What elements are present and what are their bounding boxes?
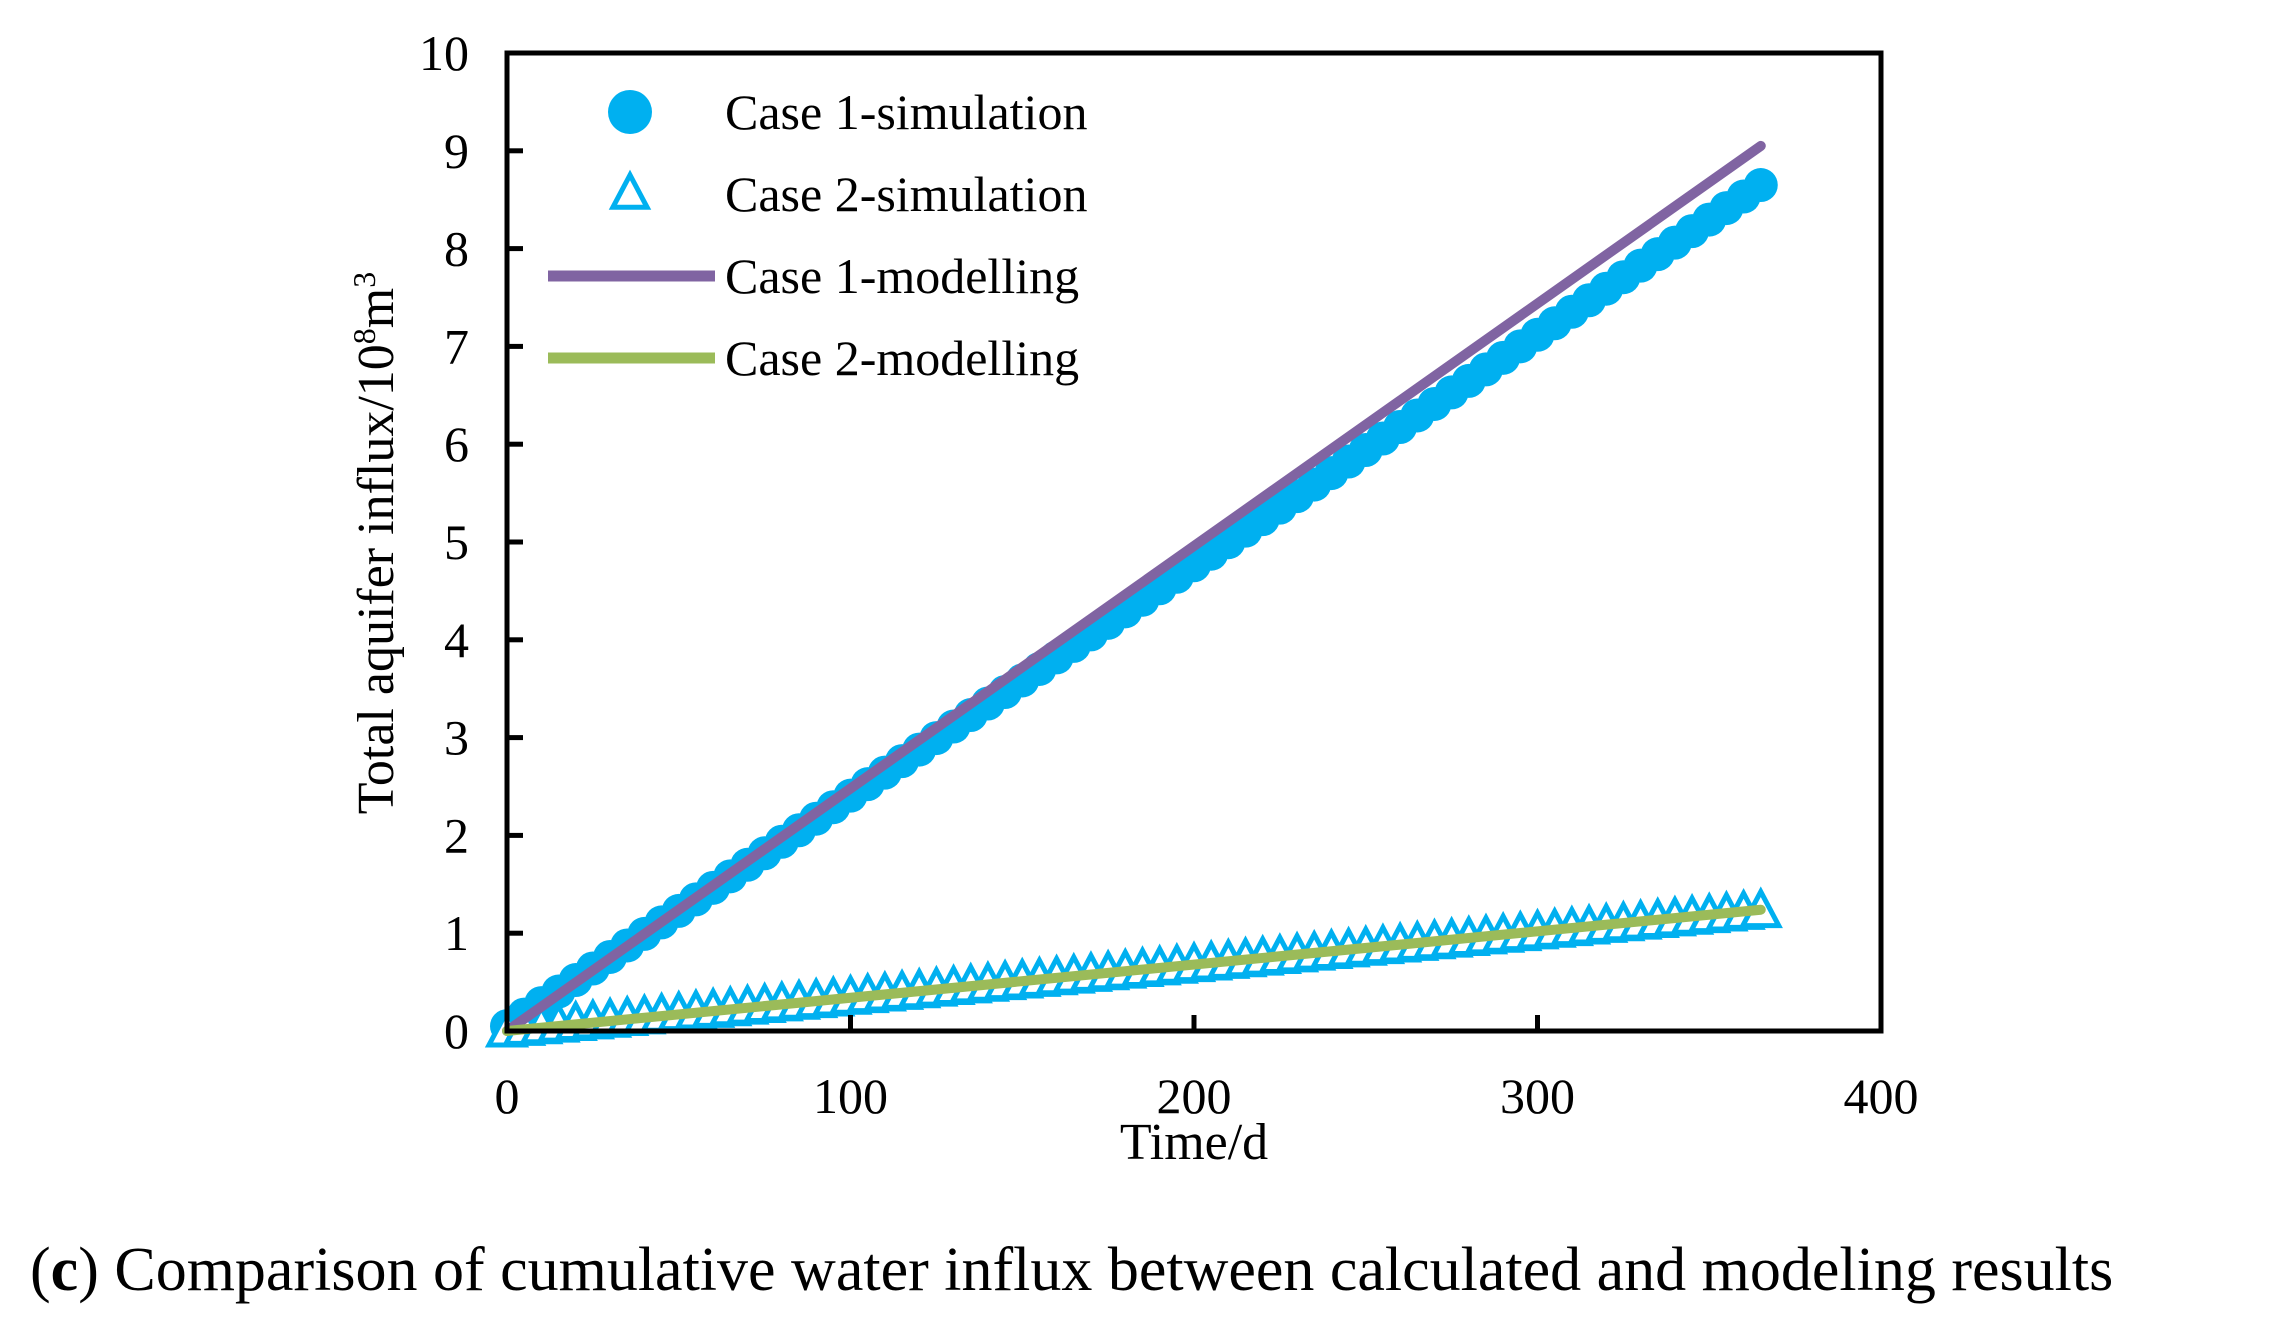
y-axis-title: Total aquifer influx/108m3 — [346, 272, 405, 814]
legend: Case 1-simulation Case 2-simulation Case 1… — [548, 84, 1087, 386]
y-tick-label: 5 — [444, 514, 469, 570]
y-tick-label: 0 — [444, 1003, 469, 1059]
y-axis-title-unit: m — [348, 288, 405, 328]
legend-marker-circle — [608, 90, 652, 134]
y-tick-label: 10 — [419, 25, 469, 81]
x-axis-title: Time/d — [1120, 1114, 1268, 1171]
y-tick-label: 8 — [444, 221, 469, 277]
series-line — [502, 140, 1766, 1036]
legend-label: Case 1-modelling — [725, 248, 1079, 304]
x-tick-label: 300 — [1500, 1068, 1575, 1124]
legend-label: Case 2-simulation — [725, 166, 1087, 222]
series-line — [502, 904, 1766, 1036]
x-tick-label: 400 — [1844, 1068, 1919, 1124]
figure-caption: (c) Comparison of cumulative water influ… — [30, 1236, 2114, 1304]
y-axis-title-text: Total aquifer influx/108m3 — [346, 272, 405, 814]
legend-label: Case 2-modelling — [725, 330, 1079, 386]
ticks-layer: 0 100 200 300 400 0 1 2 3 4 5 6 7 8 9 10 — [419, 25, 1919, 1124]
y-tick-label: 9 — [444, 123, 469, 179]
legend-label: Case 1-simulation — [725, 84, 1087, 140]
caption-text: Comparison of cumulative water influx be… — [98, 1236, 2114, 1304]
y-tick-label: 7 — [444, 318, 469, 374]
legend-marker-triangle — [608, 169, 652, 210]
y-tick-label: 2 — [444, 807, 469, 863]
y-tick-label: 3 — [444, 710, 469, 766]
y-axis-title-main: Total aquifer influx/10 — [348, 344, 405, 814]
x-tick-label: 200 — [1157, 1068, 1232, 1124]
x-tick-label: 0 — [495, 1068, 520, 1124]
y-axis-title-sup-power: 3 — [346, 272, 382, 288]
y-tick-label: 4 — [444, 612, 469, 668]
caption-label: c — [50, 1236, 79, 1304]
series-layer — [484, 140, 1783, 1048]
y-tick-label: 1 — [444, 905, 469, 961]
data-point-circle — [1743, 168, 1778, 203]
y-tick-label: 6 — [444, 416, 469, 472]
x-tick-label: 100 — [813, 1068, 888, 1124]
y-axis-title-sup-exponent: 8 — [346, 328, 382, 344]
